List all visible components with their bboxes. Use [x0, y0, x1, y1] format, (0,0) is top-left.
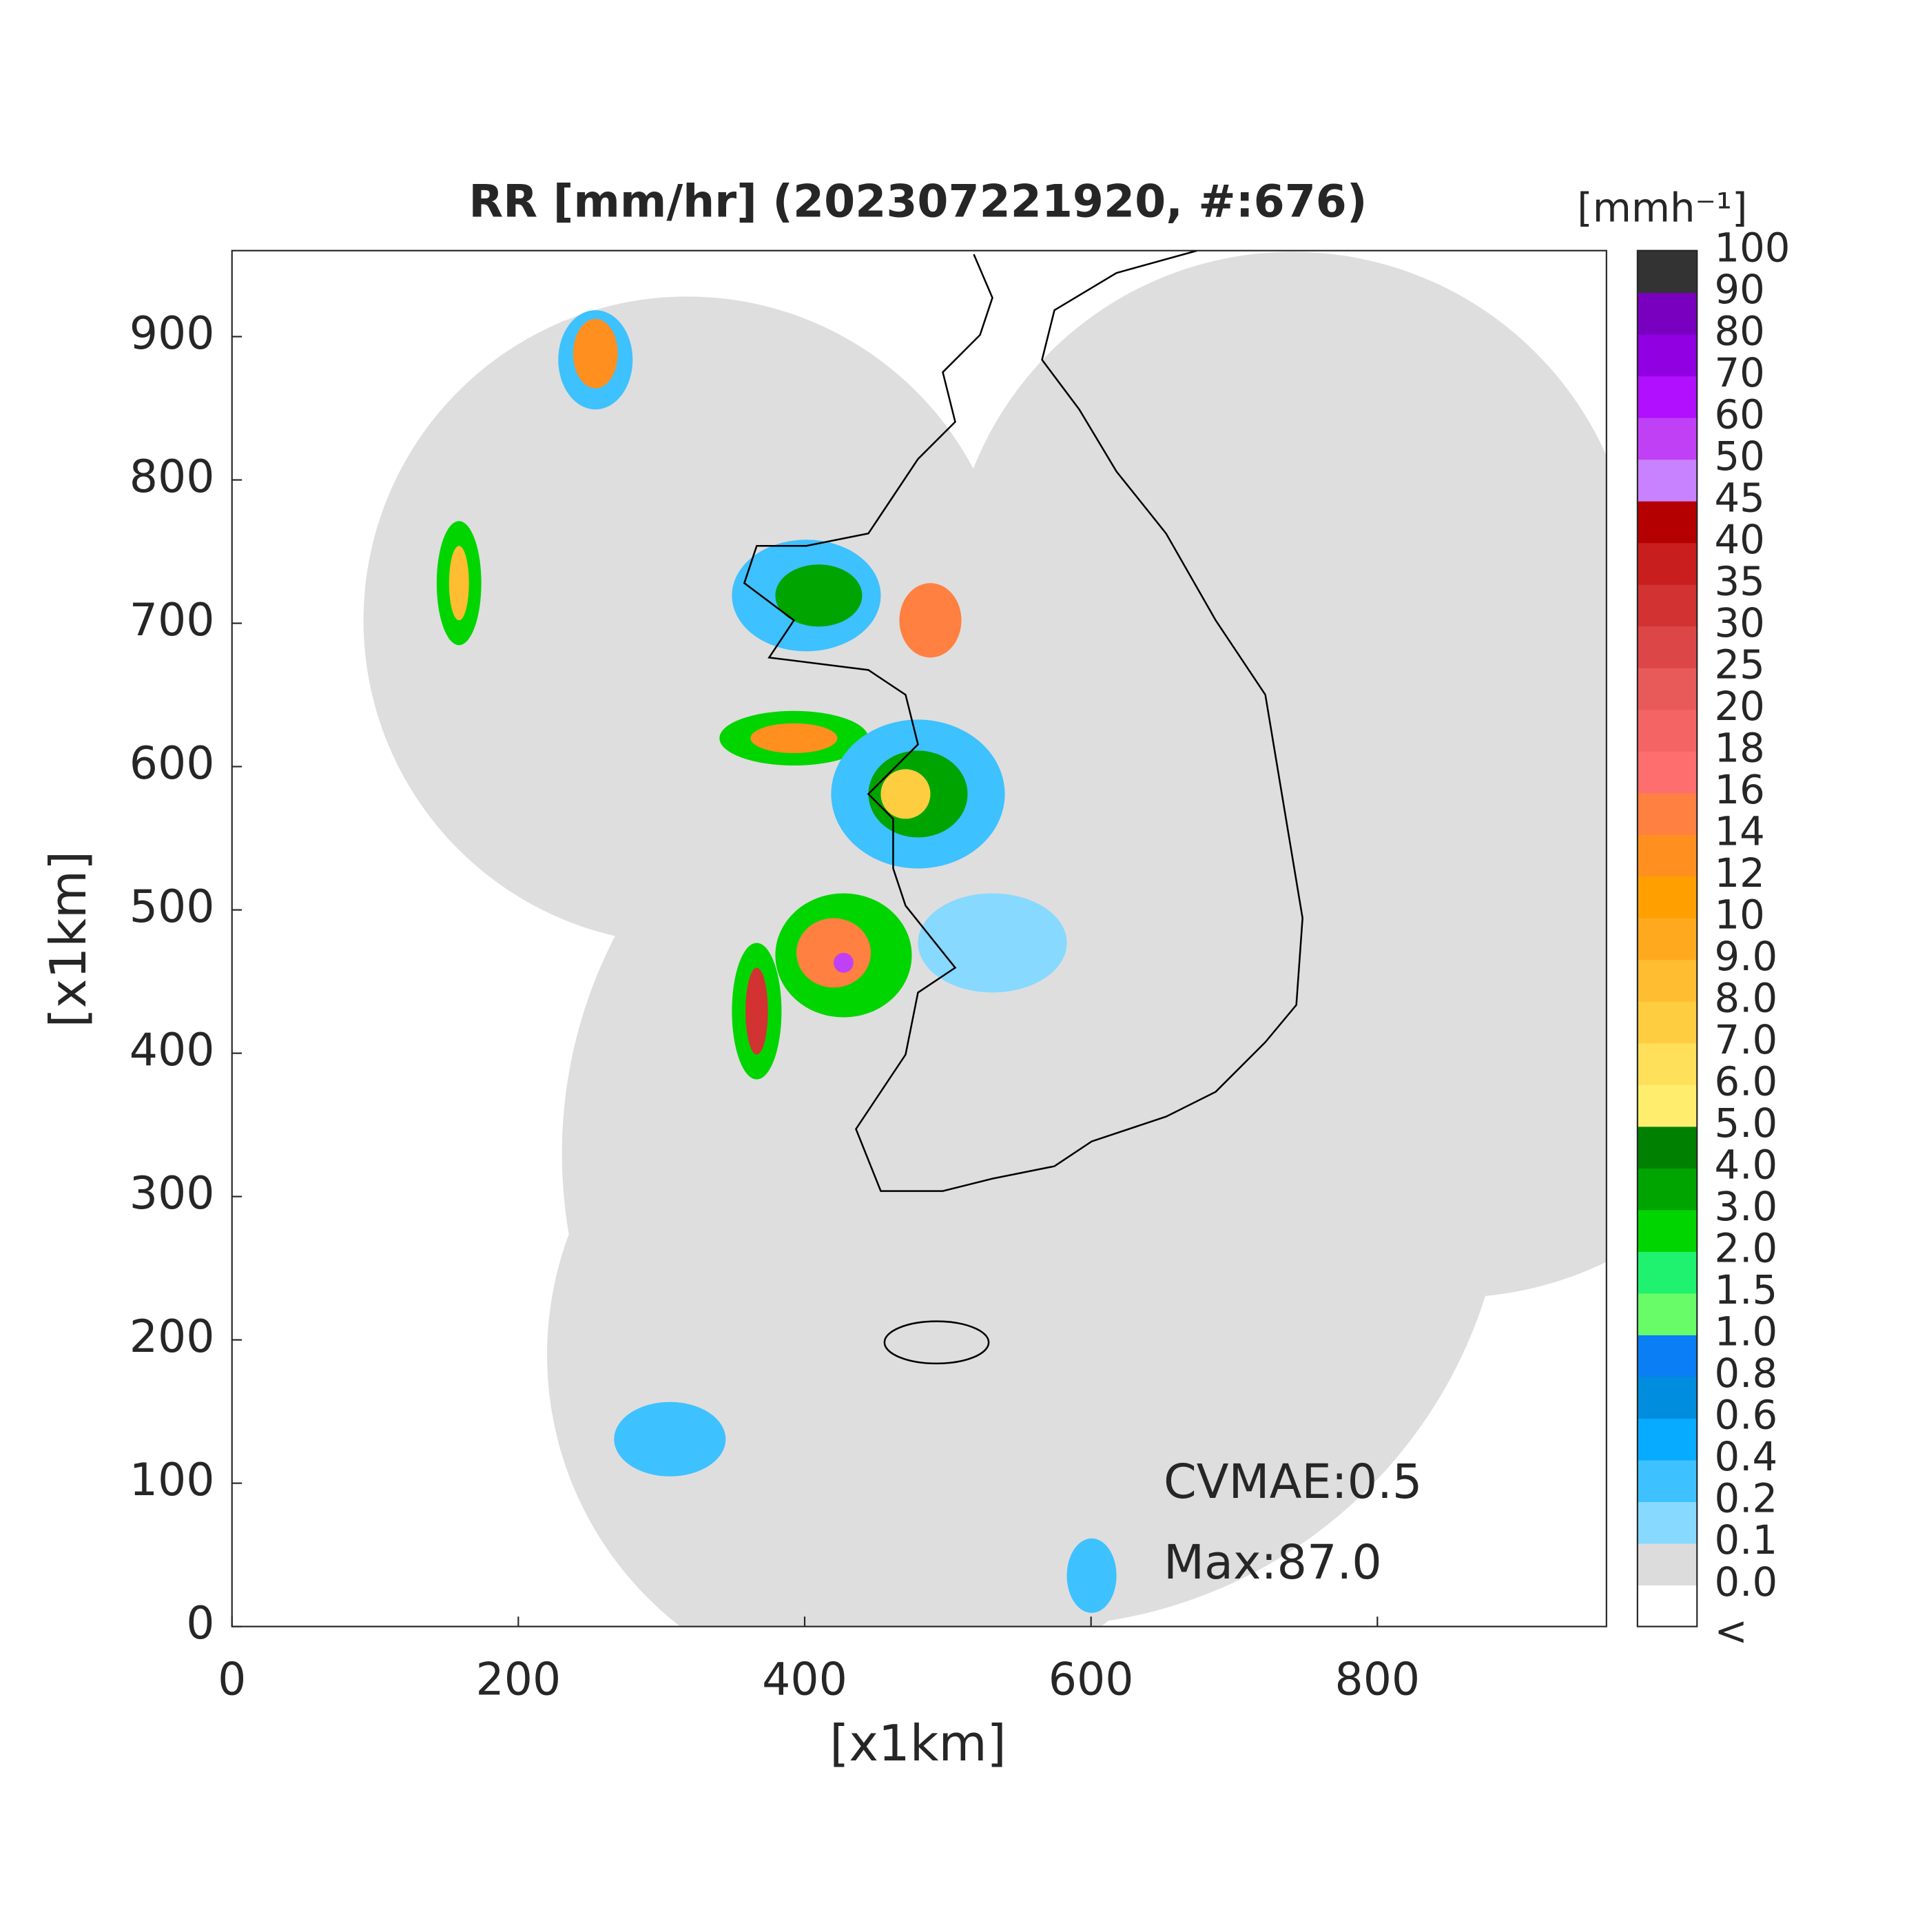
- y-tick-label: 0: [186, 1598, 214, 1650]
- colorbar-label: 8.0: [1714, 976, 1777, 1022]
- colorbar-label: <: [1714, 1608, 1747, 1654]
- colorbar-bin: [1637, 1585, 1698, 1627]
- colorbar-bin: [1637, 292, 1698, 335]
- colorbar-bin: [1637, 709, 1698, 752]
- colorbar-bin: [1637, 959, 1698, 1002]
- colorbar-label: 20: [1714, 684, 1764, 730]
- colorbar-label: 5.0: [1714, 1100, 1777, 1147]
- colorbar-bin: [1637, 667, 1698, 710]
- colorbar-bin: [1637, 1376, 1698, 1419]
- colorbar-label: 90: [1714, 267, 1764, 313]
- colorbar-label: 18: [1714, 726, 1764, 772]
- y-tick-label: 800: [130, 451, 215, 503]
- colorbar-bin: [1637, 1335, 1698, 1377]
- y-tick-label: 600: [130, 738, 215, 790]
- colorbar-label: 12: [1714, 850, 1764, 896]
- colorbar-label: 70: [1714, 350, 1764, 396]
- map-layer: [363, 250, 1607, 1627]
- y-tick-label: 500: [130, 881, 215, 933]
- colorbar-label: 1.0: [1714, 1309, 1777, 1355]
- colorbar-bin: [1637, 1418, 1698, 1461]
- y-tick-label: 900: [130, 308, 215, 360]
- x-tick-label: 0: [218, 1654, 246, 1705]
- x-axis-label: [x1km]: [829, 1714, 1006, 1772]
- colorbar-label: 7.0: [1714, 1017, 1777, 1063]
- colorbar-bin: [1637, 500, 1698, 544]
- colorbar-bin: [1637, 1042, 1698, 1085]
- colorbar-label: 14: [1714, 809, 1764, 855]
- x-tick-label: 800: [1334, 1654, 1420, 1705]
- colorbar-label: 1.5: [1714, 1267, 1777, 1313]
- x-tick-label: 400: [762, 1654, 847, 1705]
- colorbar-bin: [1637, 1459, 1698, 1503]
- colorbar-bin: [1637, 376, 1698, 418]
- colorbar-bin: [1637, 584, 1698, 627]
- colorbar-title: [mmh⁻¹]: [1577, 185, 1747, 232]
- colorbar-label: 9.0: [1714, 934, 1777, 980]
- colorbar-label: 6.0: [1714, 1059, 1777, 1105]
- colorbar-bin: [1637, 542, 1698, 585]
- colorbar-label: 4.0: [1714, 1142, 1777, 1189]
- colorbar-bin: [1637, 417, 1698, 460]
- colorbar-bin: [1637, 1293, 1698, 1335]
- colorbar-bin: [1637, 1168, 1698, 1211]
- colorbar-label: 35: [1714, 558, 1764, 604]
- colorbar-label: 40: [1714, 517, 1764, 563]
- coastline: [743, 250, 1303, 1365]
- colorbar-bin: [1637, 1251, 1698, 1294]
- colorbar-bin: [1637, 834, 1698, 877]
- y-tick-label: 200: [130, 1311, 215, 1363]
- colorbar-label: 0.6: [1714, 1393, 1777, 1439]
- colorbar-label: 60: [1714, 391, 1764, 438]
- colorbar-label: 0.1: [1714, 1517, 1777, 1563]
- colorbar-label: 2.0: [1714, 1226, 1777, 1272]
- colorbar-label: 0.4: [1714, 1434, 1777, 1480]
- colorbar-bin: [1637, 1543, 1698, 1586]
- colorbar-bin: [1637, 792, 1698, 835]
- colorbar-bin: [1637, 1501, 1698, 1544]
- y-tick-label: 400: [130, 1025, 215, 1076]
- colorbar-bin: [1637, 250, 1698, 294]
- colorbar-label: 16: [1714, 767, 1764, 813]
- colorbar-bin: [1637, 626, 1698, 668]
- annotation: Max:87.0: [1164, 1535, 1382, 1590]
- colorbar-label: 80: [1714, 308, 1764, 354]
- colorbar-label: 0.8: [1714, 1350, 1777, 1397]
- colorbar-label: 25: [1714, 641, 1764, 688]
- y-tick-label: 700: [130, 595, 215, 646]
- colorbar-label: 0.2: [1714, 1476, 1777, 1522]
- annotation: CVMAE:0.5: [1164, 1455, 1422, 1510]
- colorbar-bin: [1637, 876, 1698, 918]
- colorbar-label: 30: [1714, 600, 1764, 646]
- chart-title: RR [mm/hr] (202307221920, #:676): [468, 176, 1367, 228]
- colorbar-bin: [1637, 1084, 1698, 1127]
- colorbar-bin: [1637, 750, 1698, 794]
- colorbar-bin: [1637, 1000, 1698, 1044]
- x-tick-label: 200: [476, 1654, 561, 1705]
- colorbar-bin: [1637, 917, 1698, 960]
- y-tick-label: 100: [130, 1455, 215, 1506]
- colorbar-bin: [1637, 459, 1698, 502]
- colorbar-label: 0.0: [1714, 1559, 1777, 1605]
- colorbar-label: 50: [1714, 433, 1764, 480]
- colorbar-bin: [1637, 1209, 1698, 1252]
- y-tick-label: 300: [130, 1168, 215, 1220]
- colorbar-label: 10: [1714, 892, 1764, 938]
- colorbar-label: 45: [1714, 475, 1764, 521]
- x-tick-label: 600: [1049, 1654, 1134, 1705]
- radar-coverage: [363, 251, 1607, 1627]
- colorbar-label: 3.0: [1714, 1184, 1777, 1230]
- colorbar-bin: [1637, 333, 1698, 377]
- colorbar-label: 100: [1714, 225, 1790, 271]
- plot-frame: [231, 249, 1607, 1627]
- y-axis-label: [x1km]: [39, 851, 97, 1028]
- colorbar-bin: [1637, 1126, 1698, 1169]
- colorbar-frame: [1636, 249, 1698, 1627]
